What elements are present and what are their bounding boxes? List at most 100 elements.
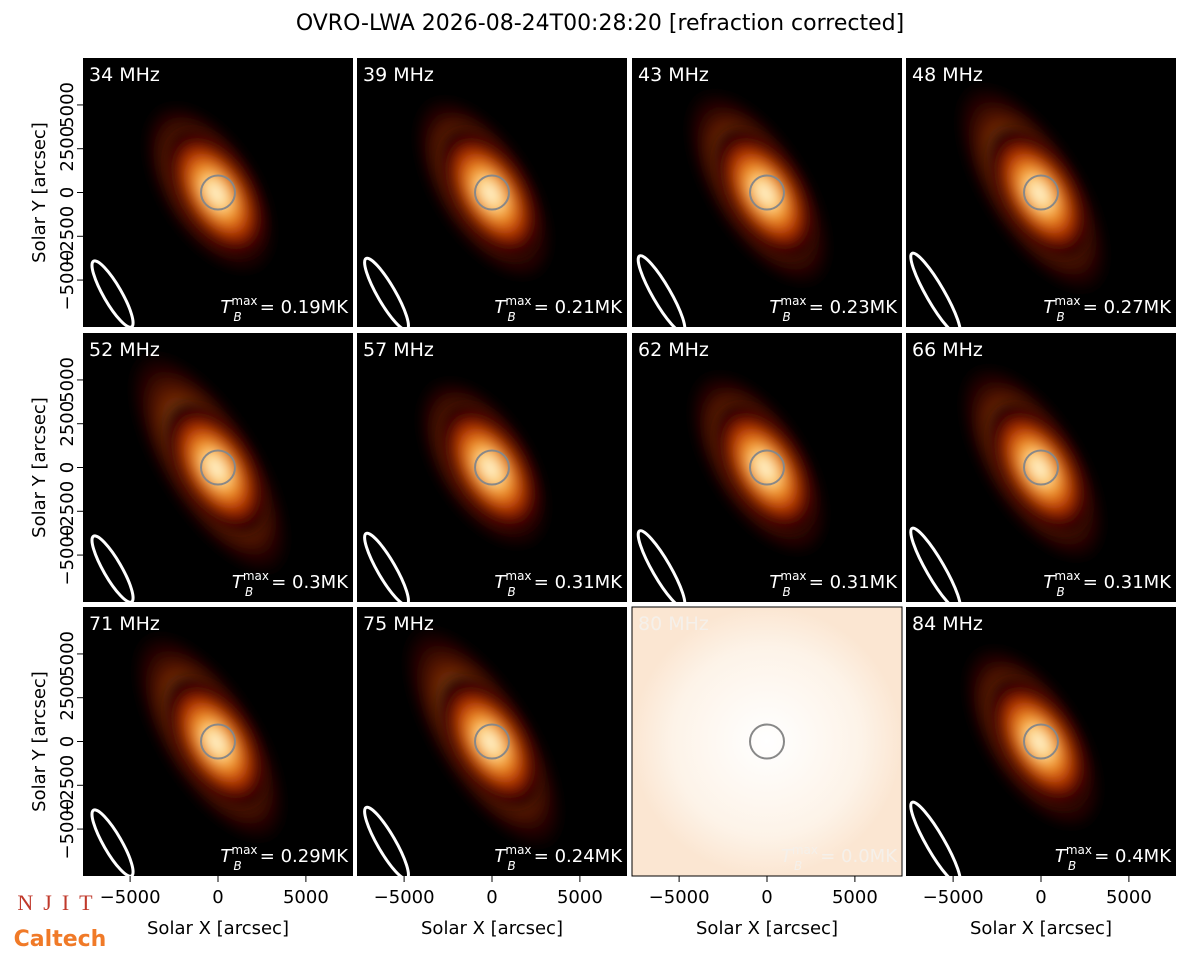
tb-value: = 0.3MK — [271, 572, 349, 593]
solar-disk — [200, 449, 236, 486]
tb-sup: max — [505, 843, 531, 857]
tb-sub: B — [508, 310, 516, 324]
x-tick-label: 5000 — [1106, 887, 1152, 908]
tb-label: Tmax B = 0.29MK — [220, 843, 349, 873]
x-tick-label: −5000 — [100, 887, 161, 908]
beam — [363, 256, 410, 332]
tb-symbol: T — [220, 297, 233, 318]
tb-sub: B — [1068, 859, 1076, 873]
beam — [90, 534, 135, 604]
solar-disk — [1023, 449, 1059, 486]
tb-value: = 0.31MK — [534, 572, 623, 593]
tb-sup: max — [792, 843, 818, 857]
x-axis-label: Solar X [arcsec] — [421, 918, 563, 939]
y-tick-label: −2500 — [57, 206, 78, 267]
y-tick-label: 2500 — [57, 401, 78, 447]
x-axis-label: Solar X [arcsec] — [970, 918, 1112, 939]
emission-core — [989, 404, 1090, 533]
tb-label: Tmax B = 0.19MK — [220, 294, 349, 324]
y-tick-label: 5000 — [57, 82, 78, 128]
panel: 66 MHz Tmax B = 0.31MK — [906, 333, 1176, 612]
panel: 34 MHz Tmax B = 0.19MK — [83, 58, 353, 329]
solar-disk — [474, 174, 510, 211]
x-tick-label: 5000 — [557, 887, 603, 908]
tb-sup: max — [780, 294, 806, 308]
panel: 71 MHz Tmax B = 0.29MK — [83, 607, 353, 878]
y-tick-label: −5000 — [57, 525, 78, 586]
tb-symbol: T — [1043, 572, 1056, 593]
frequency-label: 84 MHz — [912, 613, 983, 635]
y-tick-label: −2500 — [57, 755, 78, 816]
solar-disk — [749, 174, 785, 211]
tb-label: Tmax B = 0.0MK — [781, 843, 898, 873]
y-axis-label: Solar Y [arcsec] — [29, 122, 50, 263]
tb-sub: B — [245, 585, 253, 599]
frequency-label: 80 MHz — [638, 613, 709, 635]
tb-sub: B — [783, 585, 791, 599]
tb-value: = 0.29MK — [260, 846, 349, 867]
emission — [690, 372, 827, 555]
panel-bg — [632, 607, 902, 876]
beam — [90, 259, 135, 329]
frequency-label: 48 MHz — [912, 64, 983, 86]
solar-disk — [1023, 723, 1059, 760]
x-tick-label: −5000 — [923, 887, 984, 908]
tb-sup: max — [243, 569, 269, 583]
tb-label: Tmax B = 0.27MK — [1043, 294, 1172, 324]
frequency-label: 39 MHz — [363, 64, 434, 86]
y-tick-label: 0 — [57, 736, 78, 747]
tb-value: = 0.24MK — [534, 846, 623, 867]
x-tick-label: 0 — [761, 887, 772, 908]
emission — [404, 626, 563, 849]
y-tick-label: 2500 — [57, 675, 78, 721]
emission-core — [715, 404, 816, 533]
tb-value: = 0.23MK — [809, 297, 898, 318]
emission — [957, 84, 1108, 293]
solar-disk — [749, 723, 785, 760]
panel: 84 MHz Tmax B = 0.4MK — [906, 607, 1176, 886]
y-tick-label: −2500 — [57, 481, 78, 542]
x-axis-label: Solar X [arcsec] — [696, 918, 838, 939]
tb-sup: max — [1054, 294, 1080, 308]
frequency-label: 66 MHz — [912, 339, 983, 361]
tb-label: Tmax B = 0.3MK — [232, 569, 349, 599]
tb-value: = 0.31MK — [1083, 572, 1172, 593]
tb-symbol: T — [220, 846, 233, 867]
tb-label: Tmax B = 0.24MK — [494, 843, 623, 873]
emission — [960, 365, 1105, 561]
y-tick-label: 5000 — [57, 357, 78, 403]
frequency-label: 43 MHz — [638, 64, 709, 86]
tb-symbol: T — [1055, 846, 1068, 867]
emission — [964, 646, 1101, 829]
beam — [363, 805, 410, 881]
frequency-label: 34 MHz — [89, 64, 160, 86]
tb-value: = 0.27MK — [1083, 297, 1172, 318]
beam — [363, 531, 410, 607]
tb-value: = 0.31MK — [809, 572, 898, 593]
y-tick-label: −5000 — [57, 250, 78, 311]
frequency-label: 52 MHz — [89, 339, 160, 361]
emission-core — [989, 678, 1090, 807]
tb-sup: max — [231, 843, 257, 857]
y-tick-label: 0 — [57, 187, 78, 198]
x-axis-label: Solar X [arcsec] — [147, 918, 289, 939]
tb-label: Tmax B = 0.4MK — [1055, 843, 1172, 873]
panel: 43 MHz Tmax B = 0.23MK — [632, 58, 902, 334]
panel: 48 MHz Tmax B = 0.27MK — [906, 58, 1176, 337]
tb-symbol: T — [781, 846, 794, 867]
panel: 62 MHz Tmax B = 0.31MK — [632, 333, 902, 609]
tb-sup: max — [505, 294, 531, 308]
panel: 80 MHz Tmax B = 0.0MK — [631, 606, 903, 877]
tb-sup: max — [231, 294, 257, 308]
tb-sub: B — [794, 859, 802, 873]
tb-sup: max — [780, 569, 806, 583]
x-tick-label: 5000 — [283, 887, 329, 908]
frequency-label: 75 MHz — [363, 613, 434, 635]
tb-value: = 0.21MK — [534, 297, 623, 318]
tb-symbol: T — [769, 297, 782, 318]
emission-core — [440, 129, 541, 258]
panel: 39 MHz Tmax B = 0.21MK — [357, 58, 627, 332]
title: OVRO-LWA 2026-08-24T00:28:20 [refraction… — [296, 11, 904, 36]
y-axis-label: Solar Y [arcsec] — [29, 397, 50, 538]
